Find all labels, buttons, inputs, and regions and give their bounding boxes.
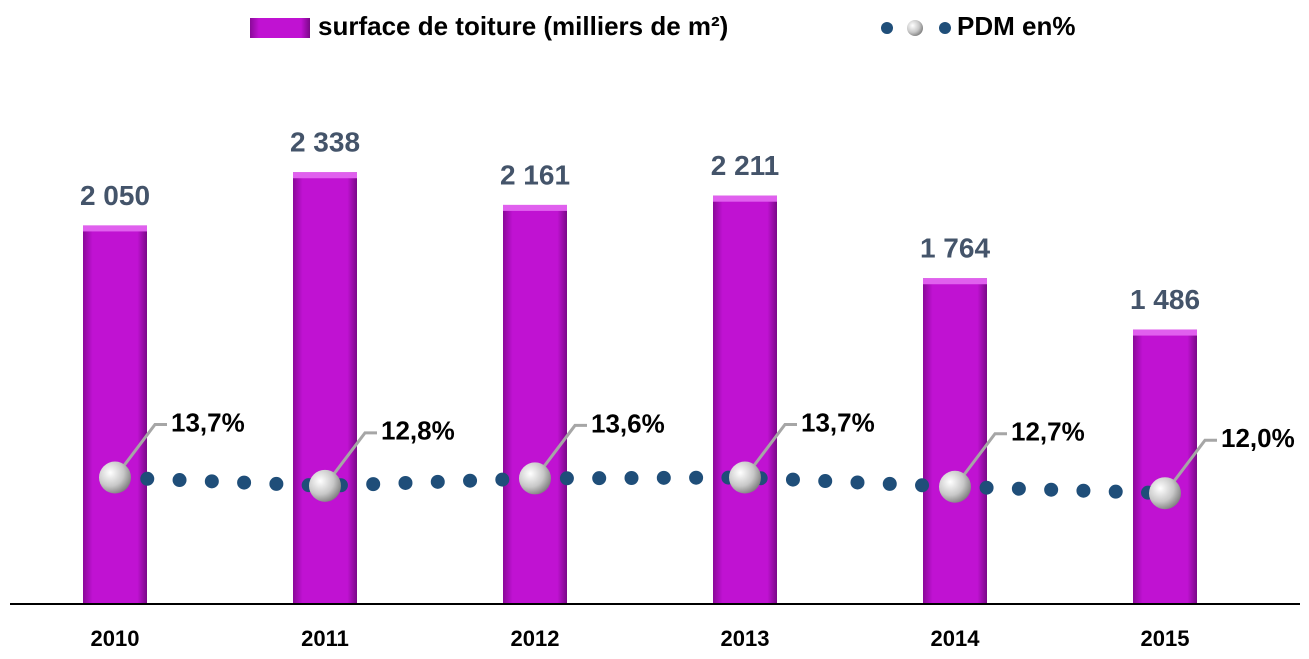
legend-swatch-dot xyxy=(881,22,893,34)
line-value-label: 12,8% xyxy=(381,416,455,446)
legend-swatch-dot xyxy=(939,22,951,34)
line-value-label: 13,7% xyxy=(801,407,875,437)
legend-swatch-bar xyxy=(250,18,310,38)
line-marker xyxy=(99,461,131,494)
bar-value-label: 2 050 xyxy=(80,180,150,211)
line-value-label: 12,7% xyxy=(1011,417,1085,447)
line xyxy=(108,470,1172,501)
leader-line xyxy=(323,431,377,487)
bar-top xyxy=(503,204,567,211)
bar-top xyxy=(83,225,147,232)
line-marker xyxy=(309,469,341,502)
legend-swatch-ball xyxy=(907,20,923,36)
leader-line xyxy=(533,423,587,480)
bar-top xyxy=(923,278,987,285)
leader-line xyxy=(743,423,797,479)
bar-value-label: 2 338 xyxy=(290,127,360,158)
bar-value-label: 2 161 xyxy=(500,159,570,190)
bar-value-label: 1 486 xyxy=(1130,284,1200,315)
line-marker xyxy=(1149,477,1181,510)
line-marker xyxy=(729,461,761,494)
x-tick-label: 2010 xyxy=(91,626,140,651)
bar xyxy=(503,204,567,604)
bar-top xyxy=(1133,329,1197,336)
leader-line xyxy=(113,423,167,479)
line-value-label: 13,6% xyxy=(591,408,665,438)
bar xyxy=(83,225,147,604)
legend-label: PDM en% xyxy=(957,11,1075,41)
x-tick-label: 2015 xyxy=(1141,626,1190,651)
x-tick-label: 2012 xyxy=(511,626,560,651)
bar xyxy=(713,195,777,604)
line-value-label: 13,7% xyxy=(171,407,245,437)
x-tick-label: 2014 xyxy=(931,626,981,651)
leader-line xyxy=(1163,438,1217,495)
bar-top xyxy=(713,195,777,202)
line-value-label: 12,0% xyxy=(1221,423,1295,453)
bar-value-label: 1 764 xyxy=(920,233,990,264)
x-tick-label: 2011 xyxy=(301,626,349,651)
line-marker xyxy=(939,470,971,503)
bar xyxy=(1133,329,1197,604)
bar-value-label: 2 211 xyxy=(711,150,780,181)
leader-line xyxy=(953,432,1007,488)
bar xyxy=(293,172,357,604)
line-marker xyxy=(519,462,551,495)
bar-top xyxy=(293,172,357,179)
bar xyxy=(923,278,987,604)
x-tick-label: 2013 xyxy=(721,626,770,651)
legend-label: surface de toiture (milliers de m²) xyxy=(318,11,728,41)
